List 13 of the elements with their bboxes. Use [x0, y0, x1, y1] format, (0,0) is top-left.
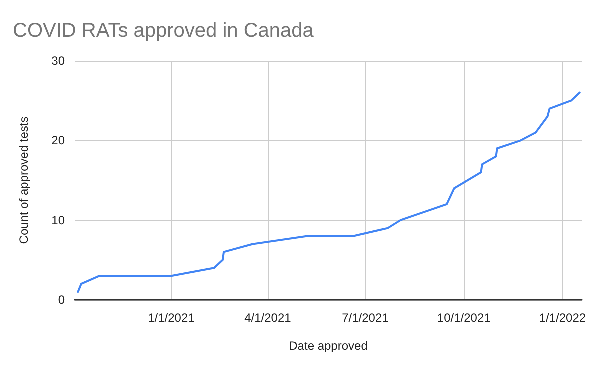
- y-tick-label: 30: [52, 54, 66, 68]
- x-tick-label: 7/1/2021: [342, 311, 390, 325]
- x-axis-title: Date approved: [289, 339, 368, 353]
- x-tick-label: 4/1/2021: [244, 311, 292, 325]
- y-tick-label: 20: [52, 134, 66, 148]
- x-tick-label: 1/1/2021: [148, 311, 196, 325]
- y-tick-label: 0: [58, 293, 66, 307]
- chart-title: COVID RATs approved in Canada: [13, 20, 315, 42]
- line-series: [77, 92, 581, 294]
- x-tick-label: 1/1/2022: [539, 311, 586, 325]
- y-tick-label: 10: [52, 213, 66, 228]
- x-tick-label: 10/1/2021: [437, 311, 492, 325]
- y-axis-title: Count of approved tests: [17, 116, 31, 244]
